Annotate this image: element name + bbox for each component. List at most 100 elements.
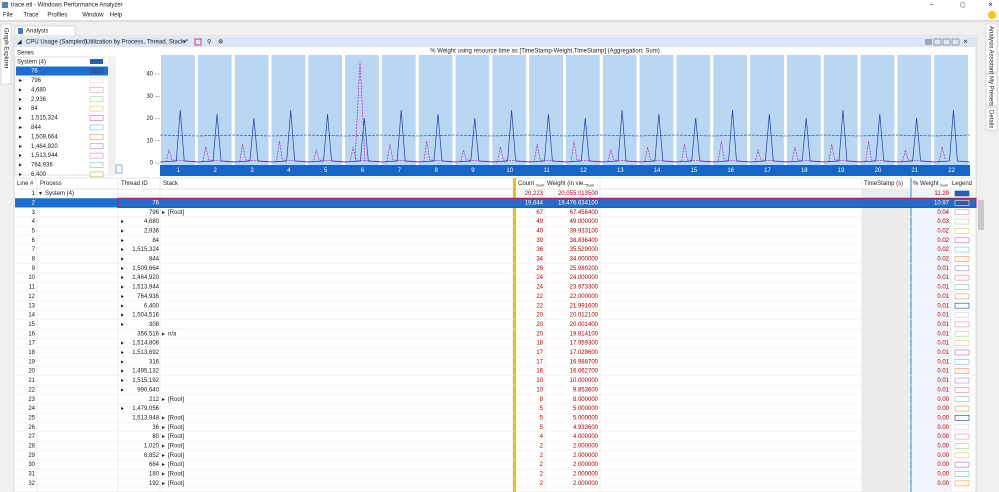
- graph-name[interactable]: CPU Usage (Sampled): [26, 40, 87, 46]
- view-button[interactable]: [951, 38, 960, 46]
- table-scrollbar[interactable]: [977, 189, 985, 492]
- trace-line: [165, 140, 946, 163]
- toolbar-icon[interactable]: [194, 38, 202, 46]
- series-scrollbar[interactable]: [108, 58, 114, 174]
- series-item[interactable]: 844: [31, 125, 42, 131]
- percent-weight: 0.01: [937, 303, 949, 309]
- line-number: 29: [28, 453, 35, 459]
- column-header[interactable]: Sum: [940, 183, 949, 188]
- expander[interactable]: ▸: [121, 303, 124, 309]
- expander[interactable]: ▸: [162, 210, 165, 216]
- expander[interactable]: ▸: [121, 359, 124, 365]
- zoom-button[interactable]: [115, 164, 123, 174]
- percent-weight: 0.02: [937, 238, 949, 244]
- menu-item[interactable]: Profiles: [47, 13, 67, 19]
- count: 34: [536, 257, 543, 263]
- menu-item[interactable]: Help: [110, 13, 123, 19]
- expander[interactable]: ▸: [162, 472, 165, 478]
- expander[interactable]: ▸: [162, 481, 165, 487]
- expander: ▸: [19, 144, 22, 150]
- column-header[interactable]: Weight (in vie...: [547, 181, 589, 187]
- panel-close[interactable]: ✕: [963, 40, 968, 46]
- selected-series: [16, 66, 108, 76]
- legend-swatch: [954, 471, 970, 477]
- expander[interactable]: ▸: [121, 285, 124, 291]
- legend-swatch: [954, 387, 970, 393]
- column-header[interactable]: TimeStamp (s): [864, 181, 903, 187]
- series-item[interactable]: 1,513,944: [31, 153, 58, 159]
- series-item[interactable]: 1,515,324: [31, 116, 58, 122]
- legend-swatch: [954, 480, 970, 487]
- column-header[interactable]: Legend: [952, 181, 972, 187]
- minimize[interactable]: –: [930, 3, 934, 9]
- expander[interactable]: ▸: [162, 415, 165, 421]
- series-group[interactable]: System (4): [17, 60, 46, 66]
- expander[interactable]: ▸: [121, 341, 124, 347]
- legend-swatch: [954, 415, 970, 421]
- series-item[interactable]: 796: [31, 78, 42, 84]
- expander[interactable]: ▸: [121, 275, 124, 281]
- feedback-icon[interactable]: [988, 11, 996, 19]
- search-icon[interactable]: ⚲: [207, 39, 211, 46]
- series-item[interactable]: 2,936: [31, 97, 47, 103]
- expander[interactable]: ▸: [121, 313, 124, 319]
- expander[interactable]: ▸: [121, 387, 124, 393]
- menu-item[interactable]: File: [3, 13, 13, 19]
- expander[interactable]: ▸: [121, 247, 124, 253]
- settings-icon[interactable]: ⚙: [218, 39, 223, 46]
- expander[interactable]: ▸: [121, 294, 124, 300]
- column-header[interactable]: Thread ID: [121, 181, 148, 187]
- expander[interactable]: ▸: [162, 331, 165, 337]
- expander[interactable]: ▸: [121, 369, 124, 375]
- expander[interactable]: ▸: [121, 322, 124, 328]
- right-tab[interactable]: [985, 107, 998, 131]
- scroll-thumb[interactable]: [978, 200, 984, 230]
- series-item[interactable]: 6,400: [31, 172, 47, 178]
- maximize[interactable]: ▢: [960, 3, 966, 9]
- column-header[interactable]: Process: [40, 181, 62, 187]
- percent-weight: 0.00: [937, 481, 949, 487]
- expander[interactable]: ▸: [121, 266, 124, 272]
- column-header[interactable]: Stack: [163, 181, 179, 187]
- expander[interactable]: ▸: [162, 397, 165, 403]
- right-tab[interactable]: [985, 73, 998, 107]
- series-item[interactable]: 84: [31, 106, 38, 112]
- column-header[interactable]: Line #: [17, 181, 34, 187]
- expander[interactable]: ▸: [121, 257, 124, 263]
- view-button[interactable]: [925, 39, 932, 45]
- series-item[interactable]: 1,464,920: [31, 144, 58, 150]
- menu-item[interactable]: Trace: [23, 13, 39, 19]
- expander[interactable]: ▸: [162, 462, 165, 468]
- count: 20,223: [525, 191, 544, 197]
- graph-explorer-tab[interactable]: [0, 23, 12, 85]
- column-header[interactable]: Count: [518, 181, 534, 187]
- view-button[interactable]: [933, 38, 942, 46]
- expander[interactable]: ▸: [121, 228, 124, 234]
- series-item[interactable]: 4,680: [31, 87, 47, 93]
- column-header[interactable]: Sum: [586, 183, 595, 188]
- preset-name[interactable]: Utilization by Process, Thread, Stack *: [86, 40, 189, 46]
- close[interactable]: ✕: [988, 3, 993, 9]
- column-header[interactable]: % Weight: [913, 181, 939, 187]
- series-item[interactable]: 764,936: [31, 163, 53, 169]
- expander[interactable]: ▸: [121, 238, 124, 244]
- expander: ▸: [19, 78, 22, 84]
- right-tab[interactable]: [985, 23, 998, 73]
- view-button[interactable]: [942, 38, 951, 46]
- series-item[interactable]: 1,509,664: [31, 134, 58, 140]
- expander[interactable]: ▸: [162, 434, 165, 440]
- column-header[interactable]: Sum: [536, 183, 545, 188]
- menu-item[interactable]: Window: [82, 13, 104, 19]
- weight: 4.933600: [573, 425, 599, 431]
- expander[interactable]: ▸: [162, 425, 165, 431]
- expander[interactable]: ▸: [162, 444, 165, 450]
- expander[interactable]: ▸: [162, 453, 165, 459]
- expander[interactable]: ▸: [121, 378, 124, 384]
- percent-weight: 0.02: [937, 257, 949, 263]
- expander[interactable]: ▸: [121, 406, 124, 412]
- collapse[interactable]: ◢: [17, 40, 22, 46]
- expander[interactable]: ▸: [121, 219, 124, 225]
- expander[interactable]: ▸: [121, 350, 124, 356]
- preset-dropdown[interactable]: ▾: [183, 40, 186, 46]
- series-item[interactable]: 76: [31, 69, 38, 75]
